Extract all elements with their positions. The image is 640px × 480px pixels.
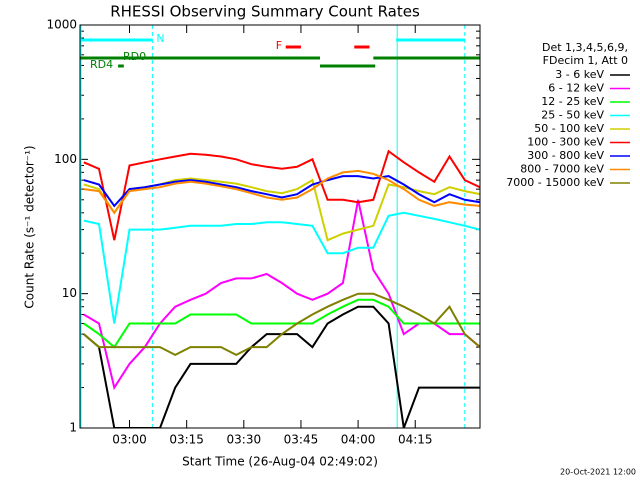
legend-label: 3 - 6 keV [555, 68, 604, 81]
series-line [83, 169, 480, 215]
legend-label: 50 - 100 keV [534, 122, 604, 135]
x-tick-label: 03:15 [169, 433, 204, 447]
legend-label: 25 - 50 keV [541, 109, 604, 122]
series-line [83, 149, 480, 241]
y-tick-label: 10 [62, 286, 77, 300]
legend-label: 300 - 800 keV [527, 149, 604, 162]
series-line [83, 292, 480, 357]
series-line [83, 298, 480, 349]
x-tick-label: 03:00 [112, 433, 147, 447]
footer: 20-Oct-2021 12:00 [560, 468, 636, 477]
y-tick-label: 100 [54, 152, 77, 166]
flag-label: RD4 [90, 58, 113, 71]
y-axis-label: Count Rate (s⁻¹ detector⁻¹) [23, 145, 37, 308]
y-tick-label: 1000 [46, 18, 77, 32]
legend-label: 100 - 300 keV [527, 136, 604, 149]
x-tick-label: 03:30 [227, 433, 262, 447]
legend-header: Det 1,3,4,5,6,9, [542, 41, 628, 54]
legend-label: 800 - 7000 keV [520, 163, 604, 176]
series-line [83, 211, 480, 324]
chart-title: RHESSI Observing Summary Count Rates [110, 3, 420, 21]
legend-header: FDecim 1, Att 0 [543, 54, 628, 67]
x-axis-label: Start Time (26-Aug-04 02:49:02) [182, 455, 378, 469]
x-tick-label: 04:00 [341, 433, 376, 447]
legend-label: 12 - 25 keV [541, 95, 604, 108]
series-line [83, 199, 480, 391]
flag-label: RD0 [123, 50, 146, 63]
series-line [83, 175, 480, 208]
flag-label: N [156, 32, 164, 45]
plot-frame [79, 24, 481, 429]
flag-label: F [276, 39, 282, 52]
x-tick-label: 03:45 [284, 433, 319, 447]
x-tick-label: 04:15 [398, 433, 433, 447]
legend-label: 7000 - 15000 keV [506, 176, 604, 189]
y-tick-label: 1 [69, 421, 77, 435]
legend-label: 6 - 12 keV [548, 82, 604, 95]
